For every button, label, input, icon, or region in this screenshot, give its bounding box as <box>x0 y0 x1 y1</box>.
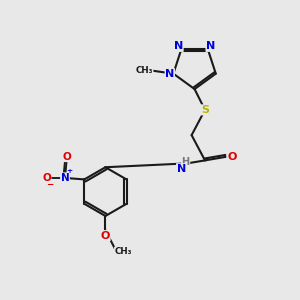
Text: O: O <box>101 231 110 241</box>
Text: O: O <box>42 173 51 183</box>
Text: CH₃: CH₃ <box>136 66 153 75</box>
Text: −: − <box>46 180 53 189</box>
Text: N: N <box>165 69 174 79</box>
Text: O: O <box>227 152 236 162</box>
Text: N: N <box>177 164 186 174</box>
Text: N: N <box>206 41 215 51</box>
Text: H: H <box>182 157 190 167</box>
Text: N: N <box>174 41 183 51</box>
Text: +: + <box>67 168 73 174</box>
Text: O: O <box>62 152 71 161</box>
Text: CH₃: CH₃ <box>115 247 132 256</box>
Text: S: S <box>201 105 209 115</box>
Text: N: N <box>61 173 69 183</box>
